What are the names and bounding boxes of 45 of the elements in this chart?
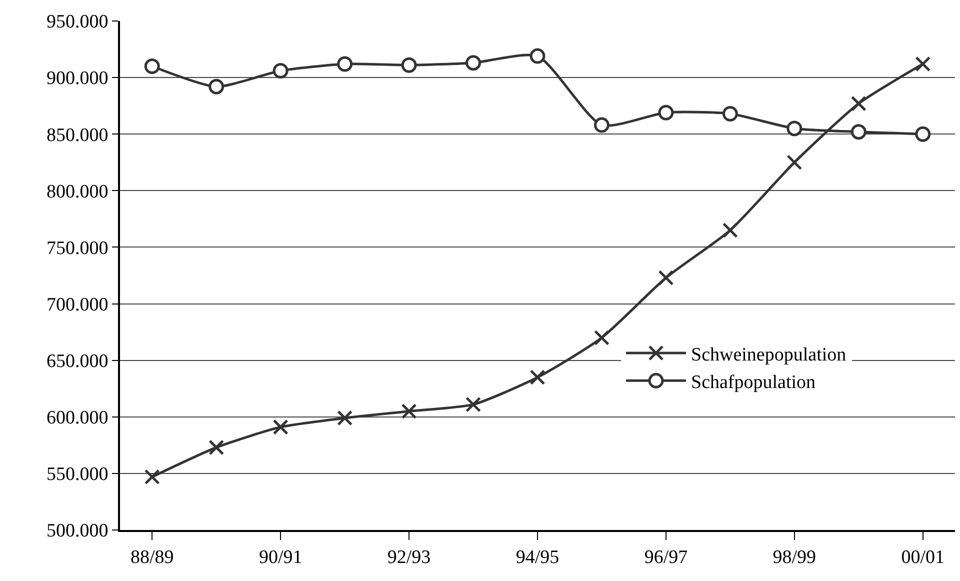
- y-tick-label: 800.000: [46, 181, 108, 202]
- y-tick-label: 650.000: [46, 350, 108, 372]
- point: [594, 117, 610, 133]
- x-tick-label: 92/93: [387, 546, 431, 568]
- x-tick-label: 00/01: [901, 546, 945, 568]
- point: [466, 55, 482, 71]
- x-tick-label: 96/97: [644, 546, 688, 568]
- point: [722, 222, 738, 238]
- point: [850, 124, 866, 140]
- point: [658, 270, 674, 286]
- y-tick-label: 950.000: [46, 12, 108, 33]
- point: [850, 96, 866, 112]
- point: [337, 56, 353, 72]
- point: [144, 58, 160, 74]
- legend-label: Schafpopulation: [691, 372, 816, 394]
- y-tick-label: 900.000: [46, 68, 108, 90]
- x-tick-label: 94/95: [516, 546, 560, 568]
- point: [530, 48, 546, 64]
- point: [208, 78, 224, 94]
- point: [915, 126, 931, 142]
- y-tick-label: 550.000: [46, 464, 108, 486]
- x-tick-label: 98/99: [772, 546, 816, 568]
- point: [401, 57, 417, 73]
- point: [337, 410, 353, 426]
- x-tick-label: 90/91: [258, 546, 302, 568]
- x-tick-label: 88/89: [130, 546, 174, 568]
- point: [658, 104, 674, 120]
- point: [915, 56, 931, 72]
- y-tick-label: 700.000: [46, 294, 108, 316]
- point: [208, 440, 224, 456]
- point: [786, 120, 802, 136]
- y-tick-label: 850.000: [46, 124, 108, 146]
- point: [144, 469, 160, 485]
- point: [466, 396, 482, 412]
- point: [272, 63, 288, 79]
- y-tick-label: 750.000: [46, 238, 108, 259]
- point: [722, 106, 738, 122]
- y-tick-label: 500.000: [46, 520, 108, 542]
- point: [594, 330, 610, 346]
- point: [786, 154, 802, 170]
- y-tick-label: 600.000: [46, 408, 108, 429]
- point: [530, 370, 546, 386]
- legend-label: Schweinepopulation: [691, 344, 847, 366]
- point: [401, 403, 417, 419]
- point: [272, 419, 288, 435]
